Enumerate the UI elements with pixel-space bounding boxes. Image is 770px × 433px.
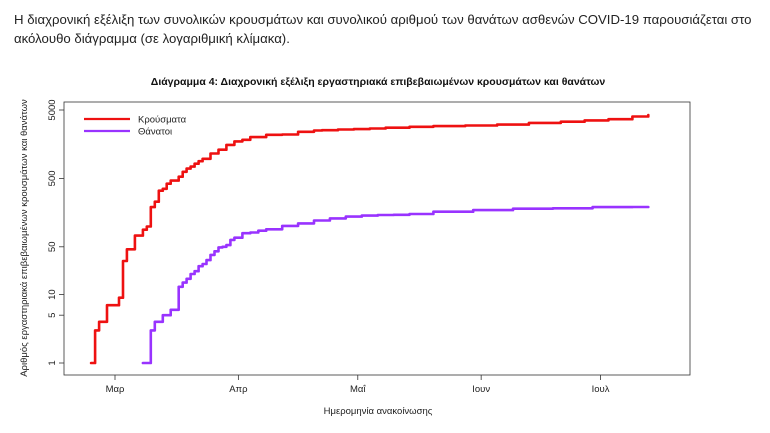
y-tick-label: 1 — [47, 360, 58, 365]
series-line-deaths — [141, 205, 650, 365]
y-tick-label: 50 — [47, 242, 58, 253]
plot-area: 1 5 10 50 500 5000 Μαρ Απρ Μαΐ Ιουν Ιουλ ΚρούσματαΘ… — [47, 99, 691, 395]
legend-label: Θάνατοι — [138, 127, 172, 138]
y-tick-label: 500 — [47, 170, 58, 186]
x-tick-label: Απρ — [229, 384, 248, 395]
y-tick-label: 10 — [47, 289, 58, 300]
chart-title: Διάγραμμα 4: Διαχρονική εξέλιξη εργαστηρ… — [151, 76, 606, 88]
intro-paragraph: Η διαχρονική εξέλιξη των συνολικών κρουσ… — [14, 12, 752, 46]
x-tick-label: Μαΐ — [350, 384, 366, 395]
legend-label: Κρούσματα — [138, 115, 187, 126]
series-line-cases — [89, 113, 650, 365]
x-tick-label: Ιουν — [472, 384, 490, 395]
y-tick-label: 5000 — [47, 99, 58, 120]
x-tick-label: Μαρ — [106, 384, 125, 395]
x-tick-label: Ιουλ — [592, 384, 610, 395]
y-axis-label: Αριθμός εργαστηριακά επιβεβαιωμένων κρου… — [19, 99, 30, 377]
y-tick-label: 5 — [47, 313, 58, 318]
plot-frame — [63, 101, 691, 376]
x-axis-label: Ημερομηνία ανακοίνωσης — [324, 406, 433, 417]
